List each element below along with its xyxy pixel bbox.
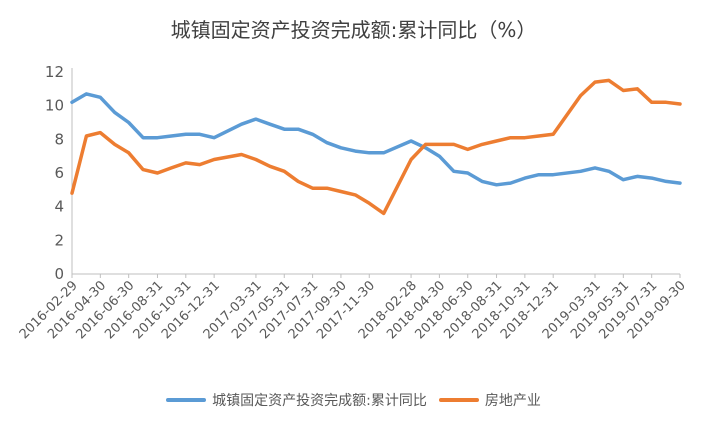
chart-title: 城镇固定资产投资完成额:累计同比（%） — [170, 18, 537, 42]
legend-swatch-series-2 — [438, 398, 479, 402]
series-line-1 — [70, 92, 682, 187]
y-tick-label: 0 — [54, 265, 64, 283]
y-tick-label: 10 — [45, 97, 64, 115]
y-tick-label: 6 — [54, 164, 64, 182]
y-tick-label: 2 — [54, 231, 64, 249]
legend-item-series-2: 房地产业 — [438, 390, 541, 410]
series-layer — [70, 78, 682, 216]
y-tick-label: 4 — [54, 198, 64, 216]
series-line-2 — [70, 78, 682, 216]
legend: 城镇固定资产投资完成额:累计同比 房地产业 — [0, 388, 707, 412]
y-tick-label: 8 — [54, 130, 64, 148]
y-axis: 0 2 4 6 8 10 12 — [45, 63, 73, 283]
legend-label-series-1: 城镇固定资产投资完成额:累计同比 — [212, 393, 427, 409]
x-axis: 2016-02-292016-04-302016-06-302016-08-31… — [17, 273, 689, 342]
legend-swatch-series-1 — [166, 398, 207, 402]
y-tick-label: 12 — [45, 63, 64, 81]
legend-item-series-1: 城镇固定资产投资完成额:累计同比 — [166, 390, 427, 410]
legend-label-series-2: 房地产业 — [484, 393, 541, 409]
